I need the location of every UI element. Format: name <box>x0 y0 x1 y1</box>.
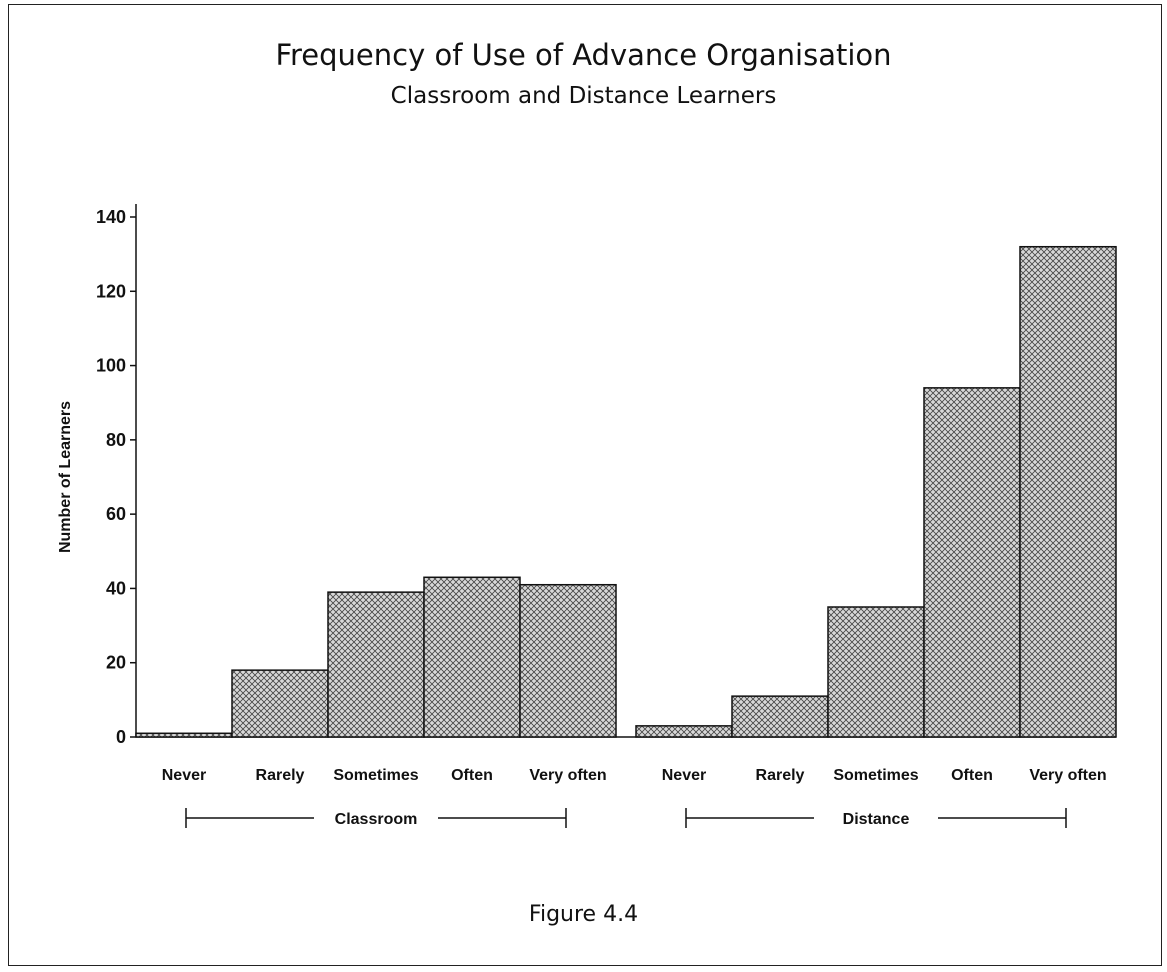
y-tick-label: 20 <box>106 653 126 673</box>
bar-distance-very-often <box>1019 245 1117 738</box>
bar-classroom-sometimes <box>327 591 425 738</box>
bar-distance-never <box>635 725 733 738</box>
y-axis-title: Number of Learners <box>57 401 74 553</box>
category-label: Often <box>451 767 493 784</box>
bar-classroom-very-often <box>519 583 617 738</box>
group-label-distance: Distance <box>843 811 910 828</box>
category-label: Very often <box>529 767 606 784</box>
bar-distance-sometimes <box>827 606 925 738</box>
y-tick-label: 100 <box>96 356 126 376</box>
category-label: Never <box>662 767 706 784</box>
figure-caption: Figure 4.4 <box>528 902 639 927</box>
group-label-classroom: Classroom <box>335 811 418 828</box>
y-tick-label: 0 <box>116 727 126 747</box>
y-tick-label: 80 <box>106 430 126 450</box>
category-label: Very often <box>1029 767 1106 784</box>
labels: Never Rarely Sometimes Often Very often Class… <box>162 767 1107 828</box>
bar-classroom-rarely <box>231 669 329 738</box>
y-tick-label: 140 <box>96 207 126 227</box>
y-tick-label: 120 <box>96 281 126 301</box>
chart-title: Frequency of Use of Advance Organisation <box>275 38 892 72</box>
y-tick-label: 60 <box>106 504 126 524</box>
category-label: Rarely <box>756 767 805 784</box>
bars <box>135 245 1117 738</box>
category-label: Never <box>162 767 206 784</box>
bar-distance-often <box>923 387 1021 738</box>
category-label: Rarely <box>256 767 305 784</box>
chart-subtitle: Classroom and Distance Learners <box>390 83 777 109</box>
bar-classroom-never <box>135 732 233 738</box>
bar-classroom-often <box>423 576 521 738</box>
category-label: Sometimes <box>333 767 418 784</box>
figure-frame <box>8 4 1162 966</box>
category-label: Often <box>951 767 993 784</box>
bar-distance-rarely <box>731 695 829 738</box>
category-label: Sometimes <box>833 767 918 784</box>
y-tick-label: 40 <box>106 578 126 598</box>
